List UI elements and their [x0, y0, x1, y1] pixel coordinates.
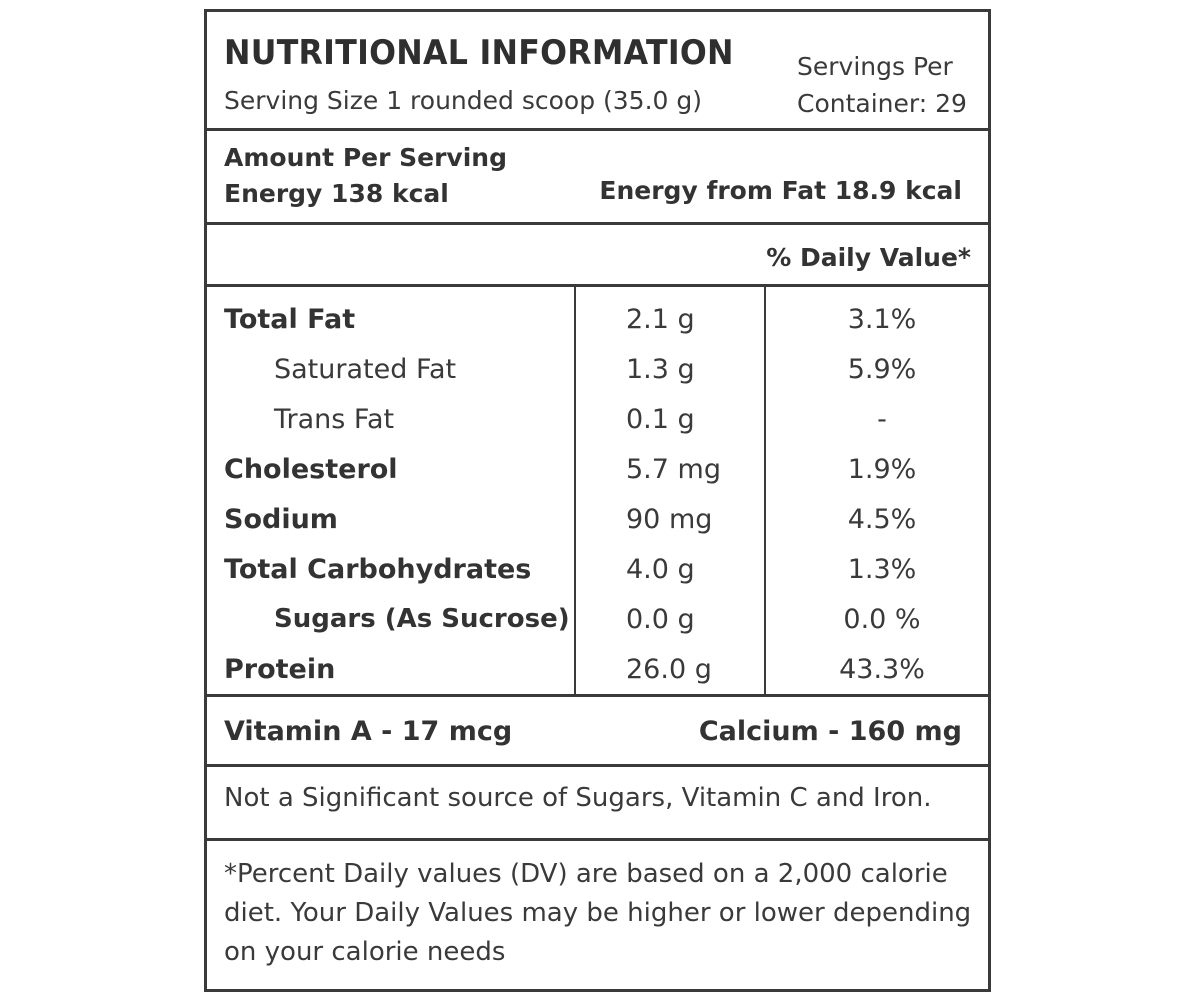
- divider: [207, 694, 988, 697]
- amount-per-serving: Amount Per Serving: [224, 143, 507, 172]
- nutrient-dv: 0.0 %: [843, 604, 921, 635]
- nutrient-amount: 0.1 g: [626, 404, 695, 435]
- nutrient-name: Sodium: [224, 504, 338, 535]
- serving-size: Serving Size 1 rounded scoop (35.0 g): [224, 86, 702, 115]
- nutrient-dv: 3.1%: [847, 304, 917, 335]
- nutrient-name: Protein: [224, 654, 336, 685]
- label-title: NUTRITIONAL INFORMATION: [224, 33, 734, 73]
- nutrient-amount: 26.0 g: [626, 654, 712, 685]
- nutrient-name: Sugars (As Sucrose): [274, 604, 570, 634]
- nutrient-name: Trans Fat: [274, 404, 395, 435]
- divider: [207, 764, 988, 767]
- nutrient-amount: 0.0 g: [626, 604, 695, 635]
- nutrient-dv: 1.9%: [847, 454, 917, 485]
- nutrient-name: Total Carbohydrates: [224, 554, 532, 585]
- servings-per-container-line1: Servings Per: [797, 52, 953, 81]
- nutrient-name: Total Fat: [224, 304, 356, 335]
- nutrient-dv: 4.5%: [847, 504, 917, 535]
- daily-value-footnote: *Percent Daily values (DV) are based on …: [224, 859, 972, 967]
- daily-value-header: % Daily Value*: [766, 243, 971, 272]
- divider: [207, 222, 988, 225]
- nutrient-dv: -: [877, 404, 887, 435]
- divider: [207, 838, 988, 841]
- nutrient-dv: 5.9%: [847, 354, 917, 385]
- column-divider: [764, 286, 766, 694]
- vitamin-a: Vitamin A - 17 mcg: [224, 716, 513, 747]
- calcium: Calcium - 160 mg: [698, 716, 962, 747]
- servings-per-container-line2: Container: 29: [797, 89, 967, 118]
- column-divider: [574, 286, 576, 694]
- nutrient-amount: 1.3 g: [626, 354, 695, 385]
- divider: [207, 128, 988, 131]
- nutrient-amount: 90 mg: [626, 504, 713, 535]
- energy-value: Energy 138 kcal: [224, 179, 449, 208]
- nutrition-label: NUTRITIONAL INFORMATION Serving Size 1 r…: [204, 9, 991, 992]
- nutrient-dv: 1.3%: [847, 554, 917, 585]
- energy-from-fat: Energy from Fat 18.9 kcal: [599, 176, 962, 205]
- nutrient-name: Cholesterol: [224, 454, 398, 485]
- divider: [207, 284, 988, 287]
- nutrient-amount: 5.7 mg: [626, 454, 721, 485]
- nutrient-amount: 4.0 g: [626, 554, 695, 585]
- nutrient-name: Saturated Fat: [274, 354, 457, 385]
- nutrient-dv: 43.3%: [839, 654, 925, 685]
- nutrient-amount: 2.1 g: [626, 304, 695, 335]
- significance-note: Not a Significant source of Sugars, Vita…: [224, 783, 932, 813]
